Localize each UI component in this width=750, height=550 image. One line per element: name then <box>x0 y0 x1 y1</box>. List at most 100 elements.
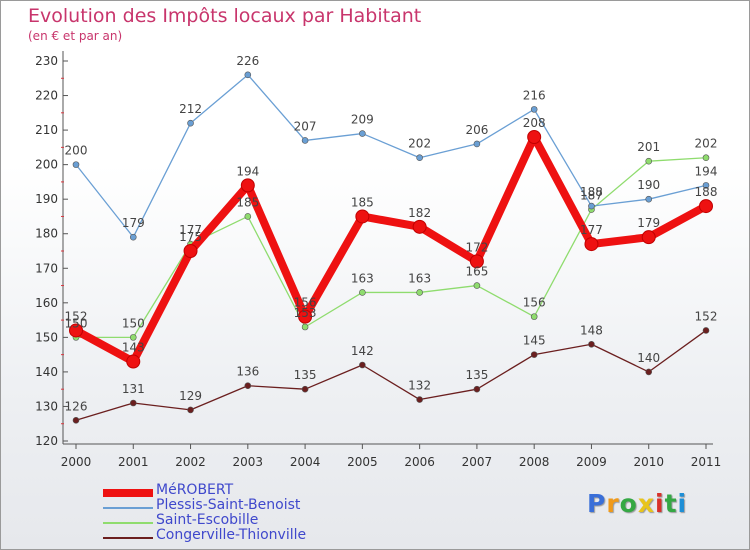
data-label: 188 <box>695 185 718 199</box>
series-line <box>75 157 707 339</box>
legend-swatch <box>103 488 153 497</box>
data-label: 163 <box>408 271 431 285</box>
legend-label: MéROBERT <box>156 482 234 498</box>
data-label: 143 <box>122 341 145 355</box>
data-point <box>244 71 252 79</box>
data-point <box>298 309 313 324</box>
chart-axes: 120 130 140 150 160 170 180 190 200 210 220 230 2000… <box>35 51 721 469</box>
data-label: 136 <box>236 365 259 379</box>
data-label: 152 <box>65 309 88 323</box>
data-label: 126 <box>65 399 88 413</box>
data-point <box>702 182 710 189</box>
data-label: 206 <box>465 123 488 137</box>
data-label: 148 <box>580 323 603 337</box>
data-label: 175 <box>179 230 202 244</box>
data-point <box>183 244 198 258</box>
chart-series <box>69 71 713 424</box>
logo-letter: P <box>587 489 607 518</box>
data-point <box>527 130 542 144</box>
data-label: 188 <box>580 185 603 199</box>
data-point <box>72 161 80 168</box>
data-point <box>244 382 252 390</box>
data-point <box>355 209 370 224</box>
data-label: 216 <box>523 88 546 102</box>
data-label: 142 <box>351 344 374 358</box>
data-label: 177 <box>179 223 202 237</box>
y-tick-label: 220 <box>35 89 58 103</box>
legend-label: Plessis-Saint-Benoist <box>156 497 301 513</box>
y-tick-label: 120 <box>35 434 58 448</box>
data-label: 135 <box>465 368 488 382</box>
data-label: 208 <box>523 116 546 130</box>
data-point <box>645 195 653 203</box>
data-label: 163 <box>351 271 374 285</box>
line-chart: 120 130 140 150 160 170 180 190 200 210 220 230 2000… <box>35 51 721 469</box>
logo-letter: t <box>664 489 678 518</box>
data-point <box>645 368 653 376</box>
data-point <box>359 289 366 296</box>
logo-letter: x <box>637 489 655 518</box>
data-point <box>702 154 710 162</box>
data-label: 145 <box>523 334 546 348</box>
data-point <box>129 233 137 241</box>
legend-swatch <box>103 521 153 524</box>
data-point <box>530 351 538 358</box>
data-label: 202 <box>695 137 718 151</box>
x-tick-label: 2006 <box>404 455 435 469</box>
x-tick-label: 2007 <box>462 455 493 469</box>
data-label: 207 <box>294 119 317 133</box>
data-point <box>187 406 194 414</box>
data-label: 185 <box>236 195 259 209</box>
y-tick-label: 160 <box>35 296 58 310</box>
data-point <box>244 213 252 220</box>
series-line <box>75 329 707 421</box>
data-point <box>584 237 599 252</box>
data-point <box>301 385 309 393</box>
x-tick-label: 2010 <box>633 455 664 469</box>
data-point <box>530 313 538 320</box>
x-tick-label: 2001 <box>118 455 149 469</box>
data-label: 131 <box>122 382 145 396</box>
data-label: 129 <box>179 389 202 403</box>
x-tick-label: 2011 <box>691 455 722 469</box>
data-label: 156 <box>523 296 546 310</box>
x-tick-label: 2004 <box>290 455 321 469</box>
data-point <box>588 202 595 210</box>
data-point <box>469 254 484 269</box>
data-label: 177 <box>580 223 603 237</box>
data-point <box>412 219 427 234</box>
data-point <box>473 385 481 393</box>
y-tick-label: 210 <box>35 123 58 137</box>
data-label: 179 <box>637 216 660 230</box>
data-point <box>301 323 309 331</box>
data-label: 150 <box>65 316 88 330</box>
logo-letter: r <box>606 489 620 518</box>
logo-letter: i <box>677 489 688 518</box>
data-label: 156 <box>294 296 317 310</box>
y-tick-label: 140 <box>35 365 58 379</box>
y-tick-label: 180 <box>35 227 58 241</box>
data-label: 202 <box>408 137 431 151</box>
data-point <box>69 323 83 338</box>
data-point <box>126 354 141 369</box>
data-label: 190 <box>637 178 660 192</box>
data-label: 182 <box>408 206 431 220</box>
data-label: 187 <box>580 189 603 203</box>
data-label: 201 <box>637 140 660 154</box>
logo-letter: i <box>655 489 665 518</box>
data-point <box>645 157 653 165</box>
y-tick-label: 130 <box>35 399 58 413</box>
chart-title: Evolution des Impôts locaux par Habitant <box>28 5 422 27</box>
y-tick-label: 170 <box>35 261 58 275</box>
data-label: 165 <box>465 265 488 279</box>
legend-label: Saint-Escobille <box>156 512 259 528</box>
data-label: 209 <box>351 113 374 127</box>
x-tick-label: 2000 <box>61 455 92 469</box>
data-point <box>699 199 713 214</box>
data-point <box>359 130 366 137</box>
data-point <box>416 396 423 403</box>
data-label: 135 <box>294 368 317 382</box>
data-point <box>416 289 423 296</box>
data-point <box>702 327 710 334</box>
